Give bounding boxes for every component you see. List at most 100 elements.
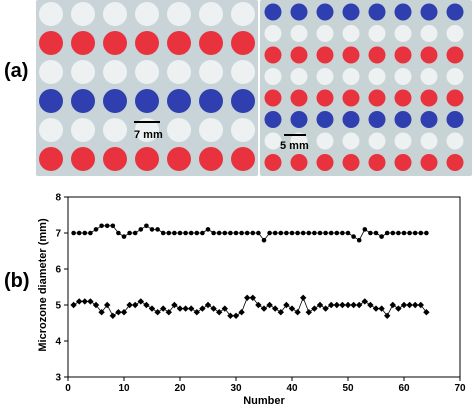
series-1-point [407, 230, 412, 236]
series-1-point [211, 230, 216, 236]
series-1-point [155, 227, 160, 232]
red-microzone-dot [316, 89, 334, 107]
red-microzone-dot [342, 154, 360, 171]
series-2-point [176, 305, 184, 312]
white-microzone-dot [167, 60, 191, 84]
series-2-point [423, 309, 430, 316]
white-microzone-dot [135, 118, 159, 142]
series-2-point [344, 301, 352, 309]
panel-label-b: (b) [4, 270, 30, 292]
series-2-line [73, 296, 427, 317]
blue-microzone-dot [71, 89, 95, 113]
blue-microzone-dot [135, 89, 159, 113]
red-microzone-dot [368, 46, 386, 64]
white-microzone-dot [446, 68, 464, 85]
series-2-point [160, 305, 167, 312]
white-microzone-dot [446, 132, 464, 150]
series-2-point [204, 301, 212, 309]
series-1-point [149, 227, 155, 232]
series-2-point [232, 312, 240, 319]
series-1-point [267, 230, 272, 236]
white-microzone-dot [231, 118, 255, 142]
series-2-point [412, 301, 419, 309]
series-1-point [205, 227, 211, 232]
series-1-point [256, 230, 261, 236]
white-microzone-dot [71, 118, 95, 142]
series-2-point [137, 298, 144, 305]
white-microzone-dot [420, 25, 438, 42]
series-2-point [372, 305, 380, 312]
series-2-point [120, 309, 128, 316]
series-1-point [401, 230, 407, 236]
white-microzone-dot [167, 2, 191, 26]
series-2-point [188, 305, 195, 312]
series-1-point [396, 230, 401, 236]
white-microzone-dot [394, 68, 412, 85]
series-2-point [356, 301, 363, 309]
white-microzone-dot [316, 132, 334, 150]
series-2-point [361, 298, 368, 305]
series-1-point [362, 227, 368, 232]
blue-microzone-dot [368, 3, 386, 21]
series-1-point [239, 230, 244, 236]
x-tick-label: 30 [230, 383, 242, 394]
white-microzone-dot [290, 25, 308, 42]
series-2-point [288, 305, 296, 312]
x-tick-label: 10 [118, 383, 130, 394]
series-2-point [406, 301, 413, 309]
white-microzone-dot [135, 2, 159, 26]
white-microzone-dot [368, 68, 386, 85]
x-tick-label: 20 [174, 383, 186, 394]
white-microzone-dot [316, 25, 334, 42]
series-1-point [121, 234, 127, 239]
series-1-point [272, 230, 278, 236]
series-2-point [350, 301, 357, 309]
red-microzone-dot [420, 154, 438, 171]
y-tick-label: 3 [55, 373, 61, 384]
series-2-point [389, 301, 396, 309]
red-microzone-dot [290, 89, 308, 107]
series-2-point [316, 301, 324, 309]
series-1-point [233, 230, 239, 236]
red-microzone-dot [39, 31, 63, 55]
series-1-point [250, 230, 256, 236]
series-1-point [412, 230, 418, 236]
red-microzone-dot [342, 46, 360, 64]
red-microzone-dot [394, 89, 412, 107]
series-2-point [104, 301, 111, 309]
blue-microzone-dot [446, 3, 464, 21]
series-1-point [418, 230, 424, 236]
series-1-point [228, 230, 233, 236]
red-microzone-dot [290, 154, 308, 171]
series-2-point [87, 298, 94, 305]
series-2-point [300, 294, 307, 301]
red-microzone-dot [167, 147, 191, 171]
series-2-point [199, 305, 206, 312]
blue-microzone-dot [231, 89, 255, 113]
plot-frame [67, 196, 461, 378]
series-1-point [71, 230, 76, 236]
series-2-point [311, 305, 318, 312]
blue-microzone-dot [39, 89, 63, 113]
diameter-chart: 0 10 20 30 40 50 60 70 3 4 5 6 7 8 Number Microzone d… [37, 193, 466, 408]
series-1-point [127, 230, 132, 236]
white-microzone-dot [71, 2, 95, 26]
series-2-point [98, 309, 105, 316]
series-2-point [305, 309, 312, 316]
series-1-point [373, 230, 379, 236]
blue-microzone-dot [199, 89, 223, 113]
series-2-point [210, 305, 217, 312]
white-microzone-dot [264, 68, 282, 85]
series-1-point [306, 230, 312, 236]
photo-right-background [260, 0, 472, 176]
red-microzone-dot [394, 154, 412, 171]
red-microzone-dot [264, 154, 282, 171]
white-microzone-dot [394, 132, 412, 150]
series-1-point [284, 230, 289, 236]
series-2-point [148, 305, 156, 312]
red-microzone-dot [394, 46, 412, 64]
red-microzone-dot [103, 31, 127, 55]
series-1-point [82, 230, 88, 236]
x-axis-title: Number [243, 395, 285, 407]
series-1-point [295, 230, 300, 236]
